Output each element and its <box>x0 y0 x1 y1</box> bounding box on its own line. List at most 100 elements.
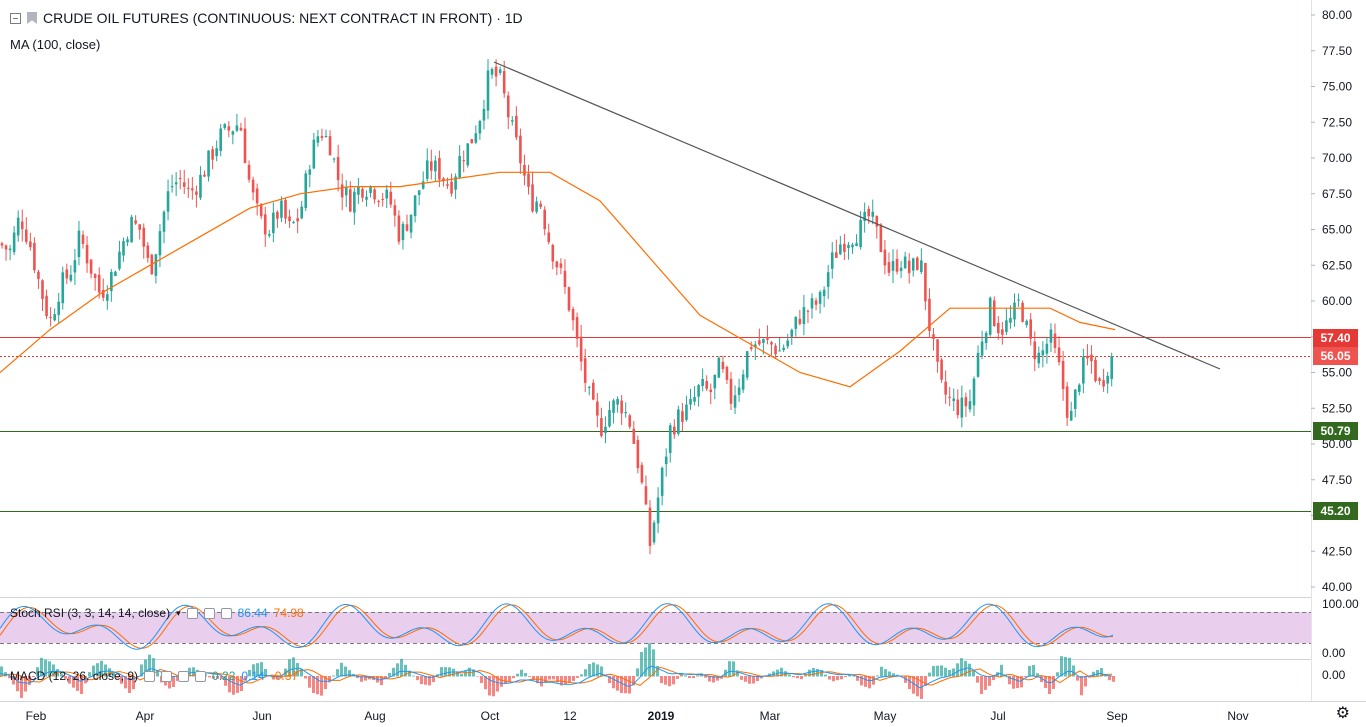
gear-icon[interactable]: ⚙ <box>1335 705 1350 722</box>
eye-icon[interactable] <box>144 670 156 682</box>
candle-body <box>401 223 405 241</box>
time-tick-label: Aug <box>364 709 385 723</box>
macd-histogram-bar <box>748 676 751 684</box>
settings-icon[interactable] <box>203 607 215 619</box>
macd-histogram-bar <box>312 676 315 693</box>
macd-value: 0.14 <box>241 669 265 683</box>
candle-body <box>515 116 518 138</box>
macd-histogram-bar <box>388 672 391 677</box>
candle-body <box>668 425 672 453</box>
macd-histogram-bar <box>64 676 67 679</box>
candle-body <box>790 329 794 337</box>
macd-histogram-bar <box>36 667 39 677</box>
candle-body <box>992 300 996 326</box>
candle-body <box>604 426 607 433</box>
macd-histogram-bar <box>628 676 631 694</box>
price-tag-45-20: 45.20 <box>1313 502 1358 520</box>
candle-body <box>997 322 1000 334</box>
candle-body <box>300 206 303 219</box>
candle-body <box>454 176 457 190</box>
ma-legend[interactable]: MA (100, close) <box>10 37 101 52</box>
macd-histogram-bar <box>400 658 403 677</box>
candle-body <box>506 95 510 118</box>
candle-body <box>782 347 785 351</box>
stoch-k-line <box>0 603 1114 650</box>
macd-histogram-bar <box>828 676 831 680</box>
chevron-down-icon[interactable]: ▾ <box>176 607 181 618</box>
candle-body <box>758 340 761 345</box>
macd-histogram-bar <box>868 676 871 689</box>
candle-body <box>1082 356 1085 384</box>
time-tick-label: Jun <box>252 709 271 723</box>
candle-body <box>786 340 789 347</box>
candle-body <box>122 241 125 256</box>
macd-histogram-bar <box>836 676 839 681</box>
macd-histogram-bar <box>760 676 763 679</box>
macd-histogram-bar <box>652 649 655 677</box>
candle-body <box>1086 355 1089 359</box>
close-icon[interactable] <box>220 607 232 619</box>
candle-body <box>490 68 494 75</box>
macd-histogram-bar <box>220 676 223 680</box>
macd-histogram-bar <box>592 662 595 677</box>
candle-body <box>73 260 77 273</box>
candle-body <box>527 173 530 187</box>
candle-body <box>980 341 984 356</box>
settings-icon[interactable] <box>161 670 173 682</box>
candle-body <box>1073 389 1077 409</box>
candle-body <box>741 374 745 390</box>
candle-body <box>466 143 470 166</box>
macd-histogram-bar <box>1080 676 1083 696</box>
eye-icon[interactable] <box>186 607 198 619</box>
candle-body <box>636 440 640 469</box>
macd-histogram-bar <box>104 664 107 677</box>
candle-body <box>41 280 44 300</box>
candle-body <box>373 189 376 200</box>
macd-legend[interactable]: MACD (12, 26, close, 9) 0.22 0.14 -0.37 <box>10 669 298 683</box>
candle-body <box>855 243 858 247</box>
collapse-icon[interactable] <box>10 12 21 24</box>
time-axis[interactable]: Feb Apr Jun Aug Oct 12 2019 Mar May Jul Sep Nov <box>26 709 1249 723</box>
candle-body <box>749 347 753 350</box>
stoch-legend[interactable]: Stoch RSI (3, 3, 14, 14, close) ▾ 86.44 … <box>10 606 304 620</box>
macd-histogram-bar <box>1108 676 1111 681</box>
price-tick-label: 55.00 <box>1322 366 1352 380</box>
candle-body <box>219 128 222 151</box>
macd-histogram-bar <box>496 676 499 692</box>
candle-body <box>847 244 850 249</box>
macd-histogram-bar <box>324 676 327 690</box>
trendline[interactable] <box>493 61 1221 370</box>
candle-body <box>948 396 951 398</box>
time-tick-label: Oct <box>481 709 500 723</box>
macd-histogram-bar <box>780 667 783 677</box>
macd-histogram-bar <box>704 676 707 678</box>
time-tick-label: Feb <box>26 709 47 723</box>
candle-body <box>215 148 218 157</box>
macd-histogram-bar <box>88 672 91 677</box>
macd-histogram-bar <box>32 676 35 678</box>
close-icon[interactable] <box>195 670 207 682</box>
macd-histogram-bar <box>336 669 339 677</box>
candle-body <box>810 298 814 309</box>
macd-histogram-bar <box>708 676 711 682</box>
macd-histogram-bar <box>112 672 115 677</box>
candle-body <box>1009 318 1012 323</box>
candle-body <box>936 339 939 362</box>
macd-histogram-bar <box>944 667 947 677</box>
macd-histogram-bar <box>792 676 795 678</box>
macd-histogram-bar <box>632 676 635 686</box>
macd-histogram-bar <box>960 658 963 677</box>
macd-histogram-bar <box>648 643 651 677</box>
braces-icon[interactable] <box>178 670 190 682</box>
candle-body <box>600 418 603 436</box>
candle-body <box>227 126 231 131</box>
price-axis[interactable]: 80.00 77.50 75.00 72.50 70.00 67.50 65.00 62.50… <box>1311 8 1352 594</box>
candle-body <box>592 382 595 400</box>
candle-body <box>203 174 206 177</box>
macd-histogram-bar <box>1012 676 1015 689</box>
flag-icon[interactable] <box>27 12 37 24</box>
candle-body <box>1057 347 1061 363</box>
macd-histogram-bar <box>936 665 939 677</box>
candle-body <box>705 381 708 389</box>
